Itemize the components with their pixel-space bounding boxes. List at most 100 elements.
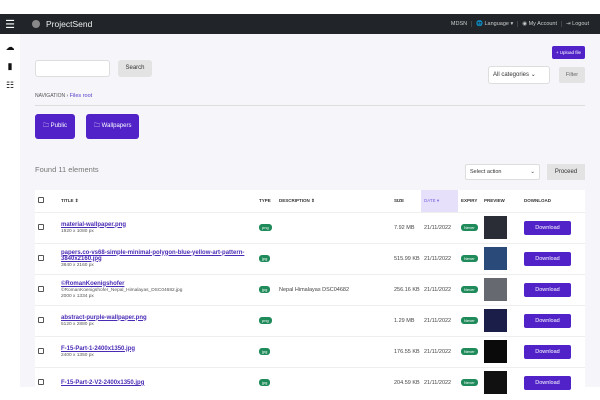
user-name: MDSN: [450, 21, 468, 27]
upload-file-button[interactable]: + Upload file: [551, 46, 585, 59]
files-table: TITLE ⇕ TYPE DESCRIPTION ⇕ SIZE DATE ▾ E…: [35, 190, 585, 398]
file-date: 21/11/2022: [421, 211, 458, 243]
folder-wallpapers[interactable]: 🗀 Wallpapers: [86, 114, 140, 139]
download-button[interactable]: Download: [524, 375, 571, 390]
file-description: Nepal Himalayas DSC04682: [279, 273, 394, 305]
divider: [35, 105, 585, 106]
sidebar: ☁ ▮ ☷: [0, 34, 20, 400]
select-all-checkbox[interactable]: [38, 197, 44, 204]
breadcrumb: NAVIGATION › Files root: [35, 93, 93, 99]
row-checkbox[interactable]: [38, 316, 44, 323]
table-row: abstract-purple-wallpaper.png 5120 x 288…: [35, 304, 585, 336]
bulk-action-select[interactable]: Select action ⌄: [465, 164, 540, 180]
file-title-link[interactable]: abstract-purple-wallpaper.png: [61, 314, 147, 321]
folder-public[interactable]: 🗀 Public: [35, 114, 76, 139]
file-size: 515.99 KB: [394, 242, 421, 274]
file-dimensions: 5120 x 2880 px: [61, 321, 94, 327]
row-checkbox[interactable]: [38, 347, 44, 354]
type-badge: png: [259, 317, 272, 324]
proceed-button[interactable]: Proceed: [547, 164, 585, 180]
row-checkbox[interactable]: [38, 223, 44, 230]
file-title-link[interactable]: F-15-Part-1-2400x1350.jpg: [61, 345, 136, 352]
row-checkbox[interactable]: [38, 285, 44, 292]
file-title-link[interactable]: material-wallpaper.png: [61, 221, 127, 228]
type-badge: jpg: [259, 379, 271, 387]
logout-link[interactable]: ⇥ Logout: [561, 21, 593, 27]
upload-cloud-icon[interactable]: ☁: [5, 42, 15, 52]
file-date: 21/11/2022: [421, 242, 458, 274]
col-size: SIZE: [394, 198, 405, 204]
file-icon[interactable]: ▮: [7, 61, 13, 71]
col-type: TYPE: [259, 198, 271, 204]
preview-thumbnail[interactable]: [484, 309, 507, 332]
file-date: 21/11/2022: [421, 273, 458, 305]
file-name: ©RomanKoenigshofer_Nepal_Himalayas_DSC04…: [61, 287, 183, 293]
expiry-badge: Never: [461, 317, 478, 324]
file-date: 21/11/2022: [421, 335, 458, 367]
row-checkbox[interactable]: [38, 254, 44, 261]
download-button[interactable]: Download: [524, 282, 571, 297]
col-description[interactable]: DESCRIPTION ⇕: [279, 197, 315, 203]
file-date: 21/11/2022: [421, 366, 458, 398]
brand-name[interactable]: ProjectSend: [46, 19, 93, 29]
type-badge: jpg: [259, 348, 271, 355]
file-size: 1.29 MB: [394, 304, 421, 336]
type-badge: png: [259, 224, 272, 231]
file-title-link[interactable]: F-15-Part-2-V2-2400x1350.jpg: [61, 379, 145, 386]
file-size: 7.92 MB: [394, 211, 421, 243]
table-row: papers.co-vs68-simple-minimal-polygon-bl…: [35, 242, 585, 274]
logo-icon: [32, 20, 40, 28]
col-download: DOWNLOAD: [524, 198, 551, 204]
table-row: F-15-Part-1-2400x1350.jpg 2400 x 1350 px…: [35, 335, 585, 367]
table-row: F-15-Part-2-V2-2400x1350.jpg jpg 204.59 …: [35, 366, 585, 398]
my-account-link[interactable]: ◉ My Account: [517, 21, 561, 27]
preview-thumbnail[interactable]: [484, 278, 507, 301]
category-select[interactable]: All categories ⌄: [488, 66, 550, 84]
file-dimensions: 2400 x 1350 px: [61, 352, 94, 358]
col-date[interactable]: DATE ▾: [421, 190, 458, 212]
expiry-badge: Never: [461, 255, 478, 262]
list-icon[interactable]: ☷: [5, 80, 15, 90]
download-button[interactable]: Download: [524, 220, 571, 235]
file-title-link[interactable]: papers.co-vs68-simple-minimal-polygon-bl…: [61, 249, 245, 262]
file-description: [279, 242, 394, 274]
file-dimensions: 2000 x 1334 px: [61, 293, 94, 299]
results-count: Found 11 elements: [35, 165, 99, 174]
expiry-badge: Never: [461, 286, 478, 293]
file-description: [279, 304, 394, 336]
file-size: 204.59 KB: [394, 366, 421, 398]
expiry-badge: Never: [461, 379, 478, 387]
download-button[interactable]: Download: [524, 251, 571, 266]
table-row: ©RomanKoenigshofer ©RomanKoenigshofer_Ne…: [35, 273, 585, 305]
file-title-link[interactable]: ©RomanKoenigshofer: [61, 280, 125, 287]
preview-thumbnail[interactable]: [484, 216, 507, 239]
file-dimensions: 1920 x 1080 px: [61, 228, 94, 234]
hamburger-menu-icon[interactable]: ☰: [5, 18, 15, 31]
breadcrumb-files-root[interactable]: Files root: [69, 93, 93, 99]
file-size: 176.55 KB: [394, 335, 421, 367]
expiry-badge: Never: [461, 224, 478, 231]
file-description: [279, 366, 394, 398]
main-content: Search + Upload file All categories ⌄ Fi…: [20, 34, 600, 398]
top-navbar: ☰ ProjectSend MDSN 🌐 Language ▾ ◉ My Acc…: [0, 14, 600, 34]
row-checkbox[interactable]: [38, 378, 44, 385]
search-input[interactable]: [35, 60, 110, 77]
type-badge: jpg: [259, 255, 271, 262]
preview-thumbnail[interactable]: [484, 371, 507, 395]
file-size: 256.16 KB: [394, 273, 421, 305]
col-expiry: EXPIRY: [461, 198, 478, 204]
download-button[interactable]: Download: [524, 344, 571, 359]
file-dimensions: 3840 x 2160 px: [61, 262, 94, 268]
language-menu[interactable]: 🌐 Language ▾: [471, 21, 517, 27]
file-description: [279, 335, 394, 367]
preview-thumbnail[interactable]: [484, 247, 507, 270]
search-button[interactable]: Search: [118, 60, 152, 77]
expiry-badge: Never: [461, 348, 478, 355]
type-badge: jpg: [259, 286, 271, 293]
filter-button[interactable]: Filter: [559, 67, 585, 83]
preview-thumbnail[interactable]: [484, 340, 507, 363]
col-preview: PREVIEW: [484, 198, 505, 204]
col-title[interactable]: TITLE ⇕: [61, 197, 79, 203]
download-button[interactable]: Download: [524, 313, 571, 328]
table-row: material-wallpaper.png 1920 x 1080 px pn…: [35, 211, 585, 243]
